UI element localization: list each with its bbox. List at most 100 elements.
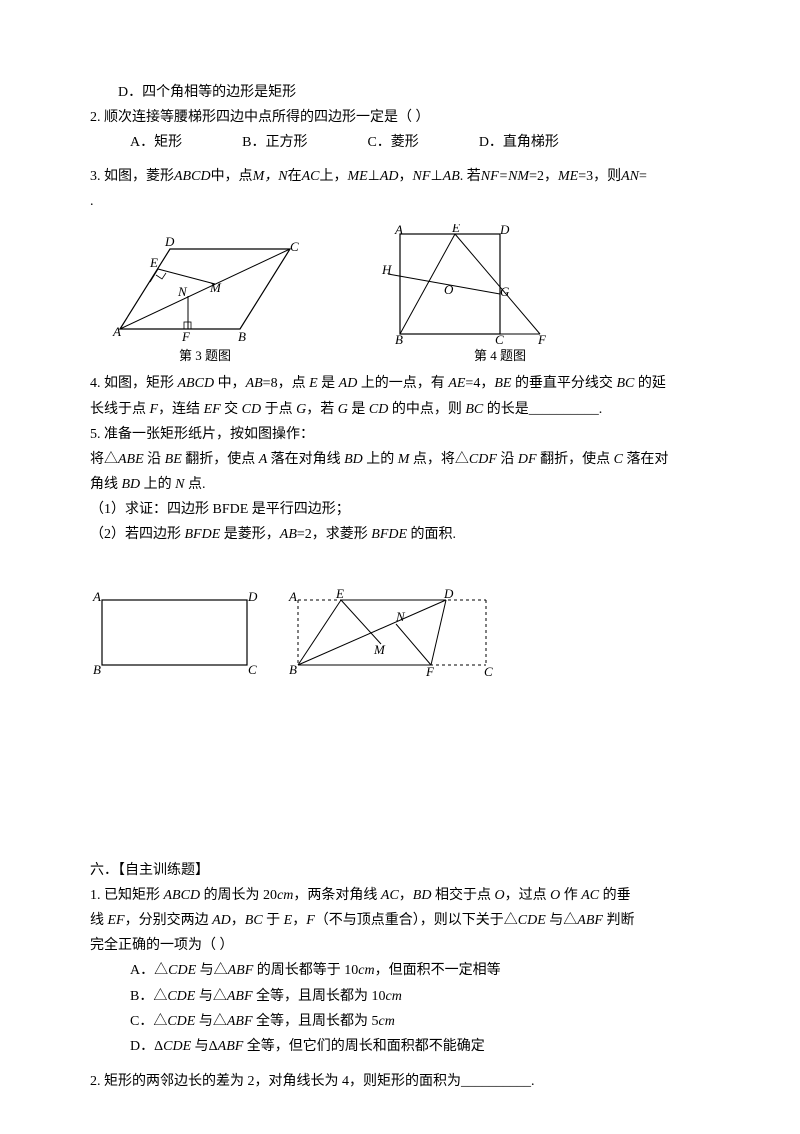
question-3: 3. 如图，菱形ABCD中，点M，N在AC上，ME⊥AD，NF⊥AB. 若NF=… bbox=[90, 164, 710, 189]
q4-bc2: BC bbox=[465, 402, 486, 417]
svg-text:D: D bbox=[443, 588, 454, 601]
q5-2a: 将△ bbox=[90, 452, 118, 467]
p1-e2: E bbox=[284, 913, 293, 928]
q3-t3: 在 bbox=[288, 169, 302, 184]
q5-sub2: （2）若四边形 BFDE 是菱形，AB=2，求菱形 BFDE 的面积. bbox=[90, 522, 710, 547]
option-d-line: D．四个角相等的边形是矩形 bbox=[90, 80, 710, 105]
q4-2h: 的长是__________. bbox=[487, 402, 603, 417]
q4-abcd: ABCD bbox=[178, 376, 218, 391]
q2-options: A．矩形 B．正方形 C．菱形 D．直角梯形 bbox=[90, 130, 710, 155]
q4-d: 是 bbox=[321, 376, 339, 391]
q4-2b: ，连结 bbox=[158, 402, 204, 417]
p1-ef: EF bbox=[108, 913, 125, 928]
svg-text:N: N bbox=[395, 609, 406, 624]
q5-2h: 翻折，使点 bbox=[540, 452, 614, 467]
svg-text:G: G bbox=[500, 284, 510, 299]
svg-text:D: D bbox=[499, 224, 510, 237]
q4-2g: 的中点，则 bbox=[392, 402, 466, 417]
q3-ac: AC bbox=[302, 169, 320, 184]
page-content: D．四个角相等的边形是矩形 2. 顺次连接等腰梯形四边中点所得的四边形一定是（ … bbox=[0, 0, 800, 1134]
p1-a: 1. 已知矩形 bbox=[90, 888, 164, 903]
q3-me: ME bbox=[347, 169, 367, 184]
q3-an: AN bbox=[621, 169, 639, 184]
q4-g3: G bbox=[338, 402, 352, 417]
problem-1: 1. 已知矩形 ABCD 的周长为 20cm，两条对角线 AC，BD 相交于点 … bbox=[90, 883, 710, 1059]
p1-g: 作 bbox=[564, 888, 582, 903]
p1-line1: 1. 已知矩形 ABCD 的周长为 20cm，两条对角线 AC，BD 相交于点 … bbox=[90, 883, 710, 908]
q4-2a: 长线于点 bbox=[90, 402, 150, 417]
q3-t5: ⊥ bbox=[368, 169, 380, 184]
q5-s2c: =2，求菱形 bbox=[297, 527, 371, 542]
q5-bfde: BFDE bbox=[185, 527, 224, 542]
q5-m: M bbox=[398, 452, 413, 467]
svg-text:E: E bbox=[335, 588, 344, 601]
q5-2e: 上的 bbox=[366, 452, 398, 467]
q5-n: N bbox=[175, 477, 188, 492]
q5-be: BE bbox=[165, 452, 186, 467]
svg-text:B: B bbox=[289, 662, 297, 677]
q5-2f: 点，将△ bbox=[413, 452, 469, 467]
q3-t4: 上， bbox=[319, 169, 347, 184]
q5-s2a: （2）若四边形 bbox=[90, 527, 185, 542]
svg-text:C: C bbox=[290, 239, 299, 254]
q5-2b: 沿 bbox=[147, 452, 165, 467]
svg-text:F: F bbox=[181, 329, 191, 344]
rhombus-diagram: A D C B E F N M bbox=[110, 234, 300, 344]
question-5: 5. 准备一张矩形纸片，按如图操作： 将△ABE 沿 BE 翻折，使点 A 落在… bbox=[90, 422, 710, 548]
q4-ae: AE bbox=[448, 376, 465, 391]
p1-cde: CDE bbox=[518, 913, 550, 928]
q5-bd2: BD bbox=[122, 477, 144, 492]
q5-s2b: 是菱形， bbox=[224, 527, 280, 542]
q4-h: 的延 bbox=[638, 376, 666, 391]
q3-t8: . 若 bbox=[460, 169, 481, 184]
p1-f: ，过点 bbox=[505, 888, 551, 903]
p1-opt-d: D．ΔCDE 与ΔABF 全等，但它们的周长和面积都不能确定 bbox=[130, 1034, 710, 1059]
svg-text:B: B bbox=[395, 332, 403, 344]
svg-text:B: B bbox=[93, 662, 101, 677]
q3-t7: ⊥ bbox=[430, 169, 442, 184]
fig4-caption: 第 4 题图 bbox=[474, 344, 526, 367]
p1-opt-c: C．△CDE 与△ABF 全等，且周长都为 5cm bbox=[130, 1009, 710, 1034]
q3-ad: AD bbox=[380, 169, 399, 184]
q3-mn: M，N bbox=[253, 169, 288, 184]
p1-opt-b: B．△CDE 与△ABF 全等，且周长都为 10cm bbox=[130, 984, 710, 1009]
q5-line2: 将△ABE 沿 BE 翻折，使点 A 落在对角线 BD 上的 M 点，将△CDF… bbox=[90, 447, 710, 472]
p1-line2: 线 EF，分别交两边 AD，BC 于 E，F（不与顶点重合），则以下关于△CDE… bbox=[90, 908, 710, 933]
rect-diagram: A D B C F E H G O bbox=[370, 224, 570, 344]
p1-bd: BD bbox=[413, 888, 435, 903]
q4-2f: F bbox=[150, 402, 159, 417]
q4-a: 4. 如图，矩形 bbox=[90, 376, 178, 391]
p1-options: A．△CDE 与△ABF 的周长都等于 10cm，但面积不一定相等 B．△CDE… bbox=[90, 958, 710, 1059]
q5-c: C bbox=[614, 452, 627, 467]
p1-2g: 与△ bbox=[549, 913, 577, 928]
q3-t11: = bbox=[639, 169, 647, 184]
p1-abcd: ABCD bbox=[164, 888, 204, 903]
figure-4: A D B C F E H G O 第 4 题图 bbox=[370, 224, 570, 367]
q4-c: =8，点 bbox=[263, 376, 309, 391]
svg-text:F: F bbox=[537, 332, 547, 344]
period: . bbox=[90, 189, 710, 214]
p1-ad: AD bbox=[212, 913, 231, 928]
p1-ac2: AC bbox=[581, 888, 602, 903]
p1-cm: cm bbox=[277, 888, 293, 903]
q5-bd: BD bbox=[344, 452, 366, 467]
p1-2e: ， bbox=[292, 913, 306, 928]
q3-t2: 中，点 bbox=[211, 169, 253, 184]
svg-text:H: H bbox=[381, 262, 392, 277]
q2-opt-d: D．直角梯形 bbox=[479, 130, 559, 155]
q3-me2: ME bbox=[558, 169, 578, 184]
p1-b: 的周长为 20 bbox=[204, 888, 278, 903]
p1-2d: 于 bbox=[266, 913, 284, 928]
q2-stem: 2. 顺次连接等腰梯形四边中点所得的四边形一定是（ ） bbox=[90, 105, 710, 130]
rect-abcd: AD BC bbox=[90, 588, 260, 678]
q4-ef: EF bbox=[204, 402, 225, 417]
svg-text:C: C bbox=[495, 332, 504, 344]
svg-text:O: O bbox=[444, 282, 454, 297]
p1-2f: （不与顶点重合），则以下关于△ bbox=[315, 913, 518, 928]
q5-2d: 落在对角线 bbox=[271, 452, 345, 467]
problem-2: 2. 矩形的两邻边长的差为 2，对角线长为 4，则矩形的面积为_________… bbox=[90, 1069, 710, 1094]
fold-diagram: AED BFC MN bbox=[286, 588, 496, 678]
q4-f: =4， bbox=[465, 376, 494, 391]
q4-e: E bbox=[309, 376, 321, 391]
q5-3a: 角线 bbox=[90, 477, 122, 492]
